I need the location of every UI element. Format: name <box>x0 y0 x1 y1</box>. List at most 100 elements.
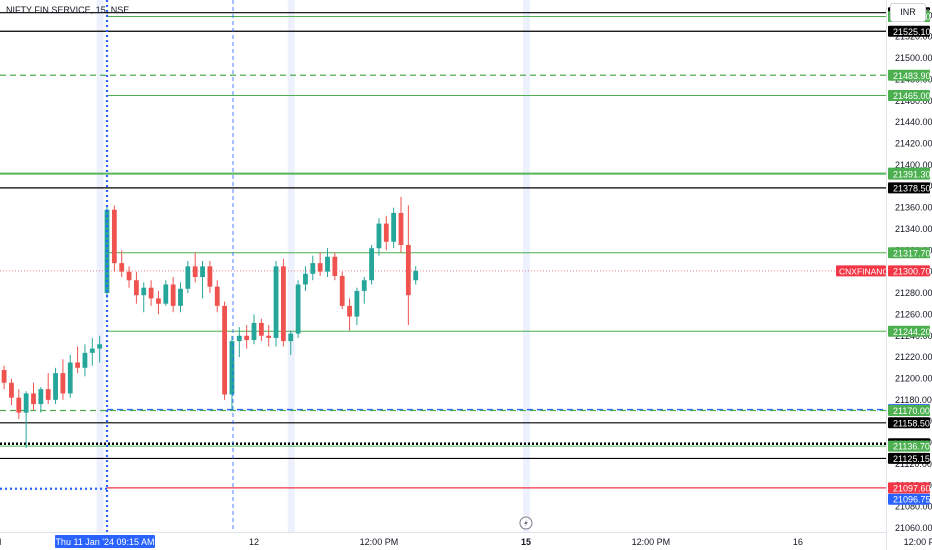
candle-body <box>222 305 227 395</box>
candle-body <box>303 273 308 285</box>
candle-body <box>288 333 294 342</box>
candle-body <box>236 335 242 342</box>
price-level-tag <box>888 417 930 429</box>
candle-body <box>16 397 22 413</box>
last-price-tag-text: 21300.70 <box>893 266 931 276</box>
candle-body <box>53 373 58 400</box>
price-tick-label: 21400.00 <box>895 160 932 170</box>
time-tick-label: 12:00 PM <box>360 537 399 547</box>
candle-body <box>258 322 264 336</box>
candle-body <box>295 284 301 334</box>
price-level-tag <box>888 405 930 417</box>
candle-body <box>369 248 374 281</box>
candle-body <box>97 344 103 349</box>
crosshair <box>0 0 234 532</box>
candle-body <box>405 244 411 296</box>
candle-body <box>178 288 183 306</box>
price-tick-label: 21120.00 <box>895 459 932 469</box>
session-highlight-2 <box>522 0 530 532</box>
candle-body <box>398 212 404 245</box>
price-level-tag <box>888 247 930 259</box>
candle-body <box>163 284 169 304</box>
candle-body <box>185 266 191 289</box>
price-level-tag-text: 21097.60 <box>893 483 931 493</box>
candle-body <box>38 389 44 405</box>
candle-body <box>317 263 323 272</box>
candle-body <box>200 266 205 278</box>
candle-body <box>413 270 419 281</box>
price-level-tag-text: 21170.00 <box>893 406 930 416</box>
candle-body <box>391 212 397 242</box>
candle-body <box>383 223 389 242</box>
price-level-tag-text: 21378.50 <box>893 183 931 193</box>
candle-body <box>148 287 154 299</box>
currency-button[interactable]: INR <box>890 3 926 22</box>
price-tick-label: 21060.00 <box>895 523 932 533</box>
candle-body <box>281 266 286 342</box>
candle-body <box>126 271 132 281</box>
candle-body <box>170 284 176 306</box>
price-tick-label: 21080.00 <box>895 502 932 512</box>
price-tick-label: 21440.00 <box>895 117 932 127</box>
candle-body <box>141 287 147 296</box>
price-tick-label: 21280.00 <box>895 288 932 298</box>
candle-body <box>67 362 73 394</box>
candle-body <box>347 305 352 317</box>
candle-body <box>45 389 51 400</box>
candle-body <box>310 263 316 274</box>
candle-body <box>251 322 257 341</box>
candle-body <box>361 280 367 291</box>
price-level-tag-text: 21125.15 <box>893 454 930 464</box>
symbol-tag <box>836 265 886 277</box>
crosshair-price-tag-text: 21096.75 <box>893 494 931 504</box>
time-tick-label: 16 <box>793 537 803 547</box>
price-tick-label: 21180.00 <box>895 395 932 405</box>
price-level-tag-text: 21317.70 <box>893 248 931 258</box>
candle-body <box>354 290 360 317</box>
candle-body <box>214 286 220 306</box>
price-tick-label: 21420.00 <box>895 139 932 149</box>
candle-body <box>75 362 80 368</box>
candle-body <box>207 266 213 287</box>
candle-body <box>273 266 279 338</box>
candle-body <box>60 373 66 394</box>
price-tick-label: 21220.00 <box>895 352 932 362</box>
price-level-tag-text: 21391.30 <box>893 170 931 180</box>
time-tick-label: 12:00 PM <box>632 537 671 547</box>
price-level-tag <box>888 89 930 101</box>
time-tick-label: 15 <box>521 537 531 547</box>
price-level-tag <box>888 440 930 452</box>
candle-body <box>244 335 250 341</box>
price-level-tag <box>888 182 930 194</box>
time-tick-label: 12:00 PM <box>904 537 932 547</box>
price-level-tag <box>888 325 930 337</box>
candle-body <box>23 393 29 413</box>
symbol-tag-text: CNXFINANCE <box>839 266 895 276</box>
price-tick-label: 21260.00 <box>895 309 932 319</box>
price-level-tag <box>888 25 930 37</box>
price-tick-label: 21360.00 <box>895 203 932 213</box>
price-level-tag-text: 21465.00 <box>893 91 931 101</box>
session-highlight-0 <box>96 0 104 532</box>
price-level-tag-text: 21158.50 <box>893 418 930 428</box>
time-tick-label: 12 <box>249 537 259 547</box>
candle-body <box>82 352 88 368</box>
crosshair-time-tag-text: Thu 11 Jan '24 09:15 AM <box>55 537 154 547</box>
candle-body <box>89 348 95 353</box>
price-level-tag-text: 21136.70 <box>893 442 930 452</box>
price-level-tag <box>888 482 930 494</box>
price-level-tag-text: 21483.90 <box>893 71 931 81</box>
price-tick-label: 21500.00 <box>895 53 932 63</box>
time-tick-label: 12:00 PM <box>0 537 1 547</box>
price-level-tag-text: 21525.10 <box>893 27 931 37</box>
candle-body <box>156 298 161 304</box>
candle-body <box>325 256 330 272</box>
candle-body <box>111 209 117 264</box>
candle-body <box>1 369 7 383</box>
session-highlight-1 <box>287 0 295 532</box>
candle-body <box>376 223 382 249</box>
session-highlight-layer <box>96 0 530 532</box>
price-tick-label: 21340.00 <box>895 224 932 234</box>
